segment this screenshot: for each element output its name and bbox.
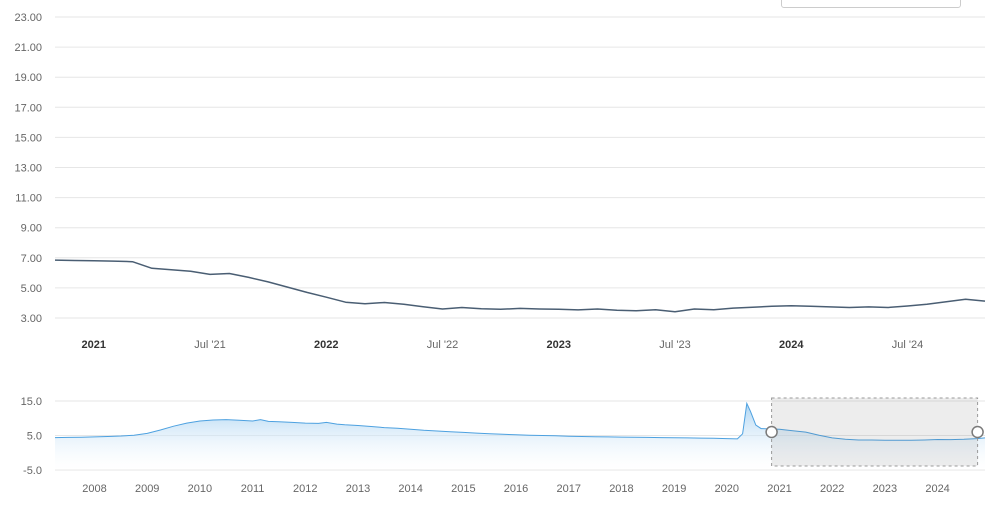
main-y-axis-label: 21.00 <box>14 42 42 54</box>
navigator-area-series[interactable] <box>55 403 985 470</box>
main-y-axis-label: 13.00 <box>14 163 42 175</box>
navigator-x-axis-label: 2010 <box>188 483 212 495</box>
navigator-x-axis-label: 2014 <box>398 483 422 495</box>
navigator-y-axis-label: 5.0 <box>27 431 42 443</box>
navigator-x-axis-label: 2023 <box>873 483 897 495</box>
navigator-x-axis-label: 2018 <box>609 483 633 495</box>
navigator-x-axis-label: 2020 <box>715 483 739 495</box>
main-y-axis-label: 9.00 <box>21 223 42 235</box>
main-y-axis-label: 5.00 <box>21 283 42 295</box>
navigator-x-axis-label: 2017 <box>556 483 580 495</box>
main-x-axis-label: Jul '21 <box>194 339 225 351</box>
main-y-axis-label: 7.00 <box>21 253 42 265</box>
main-y-axis-label: 19.00 <box>14 72 42 84</box>
navigator-x-axis-label: 2022 <box>820 483 844 495</box>
navigator-x-axis-label: 2013 <box>346 483 370 495</box>
navigator-x-axis-label: 2009 <box>135 483 159 495</box>
navigator-handle-right[interactable] <box>971 425 984 439</box>
main-y-axis-label: 3.00 <box>21 313 42 325</box>
navigator-x-axis-label: 2021 <box>767 483 791 495</box>
navigator-y-axis-label: 15.0 <box>21 396 42 408</box>
navigator-x-axis-label: 2024 <box>925 483 949 495</box>
main-x-axis-label: 2024 <box>779 339 804 351</box>
navigator-x-axis-label: 2019 <box>662 483 686 495</box>
cropped-control[interactable] <box>781 0 961 8</box>
navigator-x-axis-label: 2011 <box>241 483 265 495</box>
navigator-selection[interactable] <box>771 397 979 467</box>
main-y-axis-label: 11.00 <box>15 193 42 205</box>
main-x-axis-label: 2023 <box>547 339 571 351</box>
main-y-axis-label: 23.00 <box>14 12 42 24</box>
navigator-x-axis-label: 2008 <box>82 483 106 495</box>
main-y-axis-label: 15.00 <box>14 132 42 144</box>
main-x-axis-label: 2021 <box>82 339 106 351</box>
navigator-x-axis-label: 2015 <box>451 483 475 495</box>
price-line-series <box>54 259 986 313</box>
navigator-x-axis-label: 2016 <box>504 483 528 495</box>
navigator-line-series <box>54 401 986 441</box>
navigator-y-axis-label: -5.0 <box>23 465 42 477</box>
main-x-axis-label: Jul '23 <box>659 339 690 351</box>
main-x-axis-label: 2022 <box>314 339 338 351</box>
main-x-axis-label: Jul '24 <box>892 339 923 351</box>
navigator-x-axis-label: 2012 <box>293 483 317 495</box>
navigator-handle-left[interactable] <box>765 425 778 439</box>
main-x-axis-label: Jul '22 <box>427 339 458 351</box>
main-y-axis-label: 17.00 <box>14 102 42 114</box>
